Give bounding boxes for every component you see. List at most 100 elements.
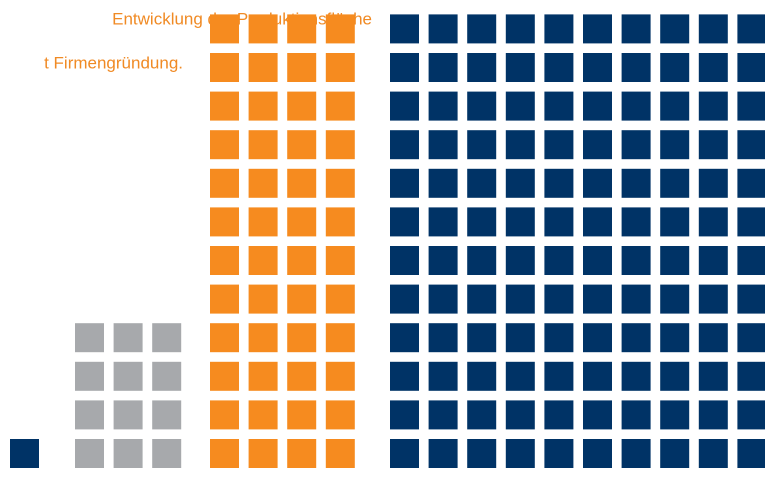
waffle-cell — [505, 323, 535, 353]
waffle-cell — [210, 439, 239, 468]
waffle-cell — [152, 361, 182, 391]
waffle-cell — [505, 361, 535, 391]
waffle-cell — [698, 323, 728, 353]
waffle-cell — [428, 207, 458, 237]
waffle-cell — [737, 130, 765, 160]
waffle-cell — [248, 14, 278, 44]
waffle-cell — [287, 361, 317, 391]
waffle-cell — [698, 130, 728, 160]
waffle-cell — [428, 246, 458, 275]
waffle-cell — [737, 323, 765, 353]
waffle-cell — [621, 361, 651, 391]
waffle-cell — [467, 168, 497, 198]
waffle-cell — [698, 284, 728, 314]
waffle-cell — [544, 361, 574, 391]
waffle-cell — [544, 130, 574, 160]
waffle-cell — [390, 130, 419, 160]
waffle-cell — [248, 400, 278, 430]
waffle-cell — [544, 207, 574, 237]
waffle-cell — [325, 207, 355, 237]
waffle-cell — [583, 53, 612, 82]
waffle-cell — [428, 284, 458, 314]
waffle-cell — [698, 14, 728, 44]
waffle-cell — [583, 323, 612, 353]
waffle-cell — [583, 439, 612, 468]
waffle-cell — [248, 207, 278, 237]
waffle-cell — [390, 439, 419, 468]
waffle-cell — [737, 246, 765, 275]
waffle-cell — [621, 323, 651, 353]
waffle-cell — [467, 14, 497, 44]
waffle-cell — [544, 91, 574, 121]
waffle-cell — [505, 91, 535, 121]
waffle-cell — [113, 400, 143, 430]
waffle-cell — [621, 91, 651, 121]
waffle-cell — [210, 361, 239, 391]
waffle-cell — [287, 14, 317, 44]
waffle-cell — [621, 53, 651, 82]
waffle-cell — [467, 439, 497, 468]
waffle-cell — [660, 246, 690, 275]
waffle-cell — [621, 207, 651, 237]
waffle-cell — [660, 168, 690, 198]
waffle-cell — [737, 361, 765, 391]
waffle-cell — [287, 284, 317, 314]
waffle-cell — [544, 400, 574, 430]
waffle-cell — [248, 323, 278, 353]
waffle-cell — [390, 91, 419, 121]
waffle-cell — [621, 130, 651, 160]
waffle-cell — [287, 91, 317, 121]
waffle-cell — [428, 91, 458, 121]
waffle-cell — [698, 361, 728, 391]
waffle-cell — [544, 439, 574, 468]
waffle-cell — [248, 439, 278, 468]
waffle-cell — [210, 91, 239, 121]
waffle-cell — [325, 323, 355, 353]
waffle-cell — [737, 14, 765, 44]
waffle-cell — [248, 168, 278, 198]
waffle-cell — [544, 14, 574, 44]
waffle-cell — [210, 246, 239, 275]
waffle-cell — [390, 361, 419, 391]
waffle-cell — [287, 168, 317, 198]
waffle-cell — [505, 246, 535, 275]
waffle-cell — [248, 53, 278, 82]
waffle-cell — [583, 168, 612, 198]
waffle-cell — [660, 14, 690, 44]
waffle-cell — [428, 361, 458, 391]
waffle-cell — [467, 207, 497, 237]
waffle-cell — [505, 284, 535, 314]
waffle-cell — [467, 91, 497, 121]
waffle-cell — [390, 400, 419, 430]
waffle-cell — [698, 439, 728, 468]
waffle-cell — [287, 246, 317, 275]
waffle-cell — [287, 400, 317, 430]
waffle-cell — [428, 130, 458, 160]
waffle-cell — [390, 284, 419, 314]
waffle-cell — [467, 246, 497, 275]
waffle-cell — [660, 91, 690, 121]
waffle-cell — [737, 284, 765, 314]
waffle-cell — [505, 130, 535, 160]
waffle-cell — [113, 361, 143, 391]
waffle-cell — [621, 246, 651, 275]
waffle-cell — [583, 400, 612, 430]
waffle-cell — [75, 323, 104, 353]
waffle-cell — [698, 91, 728, 121]
waffle-cell — [737, 91, 765, 121]
waffle-cell — [467, 400, 497, 430]
waffle-cell — [428, 400, 458, 430]
waffle-cell — [428, 53, 458, 82]
waffle-cell — [467, 284, 497, 314]
waffle-cell — [248, 284, 278, 314]
waffle-cell — [390, 323, 419, 353]
waffle-cell — [287, 323, 317, 353]
waffle-cell — [248, 246, 278, 275]
waffle-cell — [660, 439, 690, 468]
waffle-cell — [505, 53, 535, 82]
waffle-cell — [390, 53, 419, 82]
chart-subtitle: t Firmengründung. — [44, 53, 183, 72]
waffle-cell — [698, 53, 728, 82]
waffle-cell — [660, 207, 690, 237]
waffle-cell — [737, 53, 765, 82]
